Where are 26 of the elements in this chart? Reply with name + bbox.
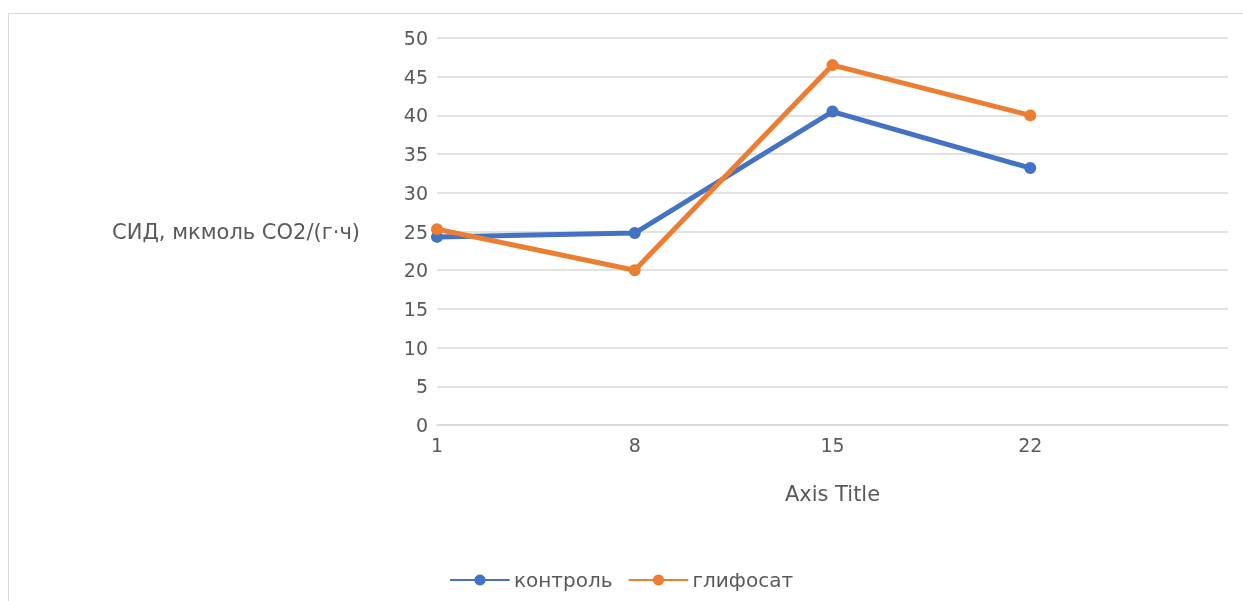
y-tick-label: 10: [403, 336, 428, 359]
y-tick-label: 15: [403, 297, 428, 320]
x-tick-label: 8: [628, 433, 641, 456]
y-tick-label: 20: [403, 259, 428, 282]
point: [628, 227, 641, 240]
legend-label: контроль: [513, 568, 613, 592]
point: [431, 223, 443, 236]
legend-label: глифосат: [692, 568, 794, 592]
point: [628, 264, 641, 277]
y-tick-label: 50: [403, 27, 428, 49]
point: [826, 105, 839, 118]
point: [1024, 162, 1037, 175]
y-tick-label: 40: [403, 104, 428, 127]
x-tick-label: 22: [1018, 433, 1043, 456]
y-tick-label: 35: [403, 143, 428, 166]
y-tick-label: 5: [415, 375, 428, 398]
point: [1024, 109, 1037, 122]
y-tick-label: 0: [415, 414, 428, 436]
y-tick-label: 45: [403, 65, 428, 88]
point: [826, 59, 839, 72]
x-axis-title: Axis Title: [784, 481, 881, 506]
y-tick-label: 30: [403, 181, 428, 204]
y-tick-label: 25: [403, 220, 428, 243]
x-tick-label: 1: [430, 433, 444, 456]
x-tick-label: 15: [820, 433, 845, 456]
y-axis-title: СИД, мкмоль CO2/(г·ч): [112, 219, 360, 244]
